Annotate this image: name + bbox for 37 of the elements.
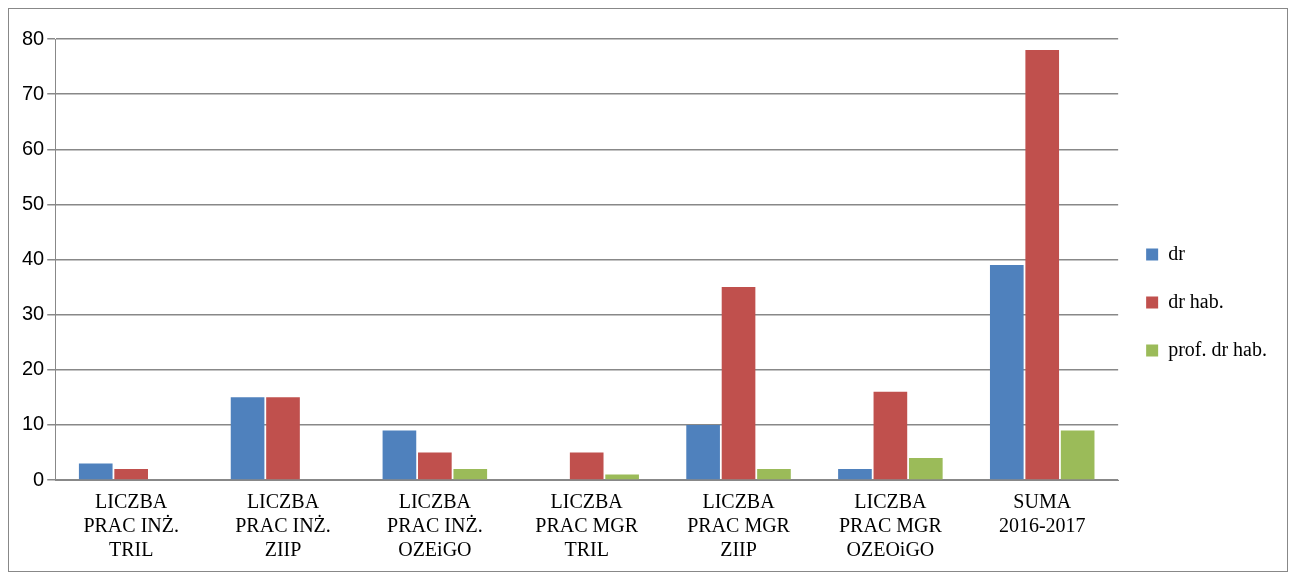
x-tick-label: SUMA 2016-2017 xyxy=(998,490,1086,537)
bar xyxy=(721,287,756,480)
bar xyxy=(1060,430,1095,480)
bar xyxy=(382,430,417,480)
bar xyxy=(266,397,300,480)
x-tick-label: LICZBA PRAC MGR ZIIP xyxy=(687,490,791,561)
legend-label: dr hab. xyxy=(1168,289,1224,312)
bar xyxy=(908,457,943,480)
bar xyxy=(230,397,265,480)
y-tick-label: 50 xyxy=(22,191,45,214)
y-tick-label: 70 xyxy=(22,81,45,104)
bar xyxy=(453,468,488,480)
bar xyxy=(114,468,148,480)
bar xyxy=(757,468,791,480)
bar xyxy=(686,424,720,480)
legend-label: prof. dr hab. xyxy=(1168,337,1267,361)
y-tick-label: 30 xyxy=(22,302,45,325)
bar xyxy=(873,391,908,480)
y-tick-label: 10 xyxy=(22,412,45,435)
bar xyxy=(78,463,113,480)
bar xyxy=(989,265,1024,480)
x-tick-label: LICZBA PRAC INŻ. ZIIP xyxy=(235,490,331,561)
bar xyxy=(418,452,452,480)
legend-label: dr xyxy=(1168,241,1186,264)
y-tick-label: 0 xyxy=(33,467,45,490)
bar xyxy=(605,474,639,480)
bar xyxy=(838,468,872,480)
x-tick-label: LICZBA PRAC INŻ. OZEiGO xyxy=(387,490,483,561)
x-tick-label: LICZBA PRAC MGR OZEOiGO xyxy=(838,490,943,561)
x-tick-label: LICZBA PRAC INŻ. TRIL xyxy=(83,490,179,561)
y-tick-label: 80 xyxy=(22,26,45,49)
x-tick-label: LICZBA PRAC MGR TRIL xyxy=(535,490,639,561)
y-tick-label: 40 xyxy=(22,247,45,270)
y-tick-label: 60 xyxy=(22,136,45,159)
bar xyxy=(1025,50,1060,480)
y-tick-label: 20 xyxy=(22,357,45,380)
bar xyxy=(569,452,604,480)
